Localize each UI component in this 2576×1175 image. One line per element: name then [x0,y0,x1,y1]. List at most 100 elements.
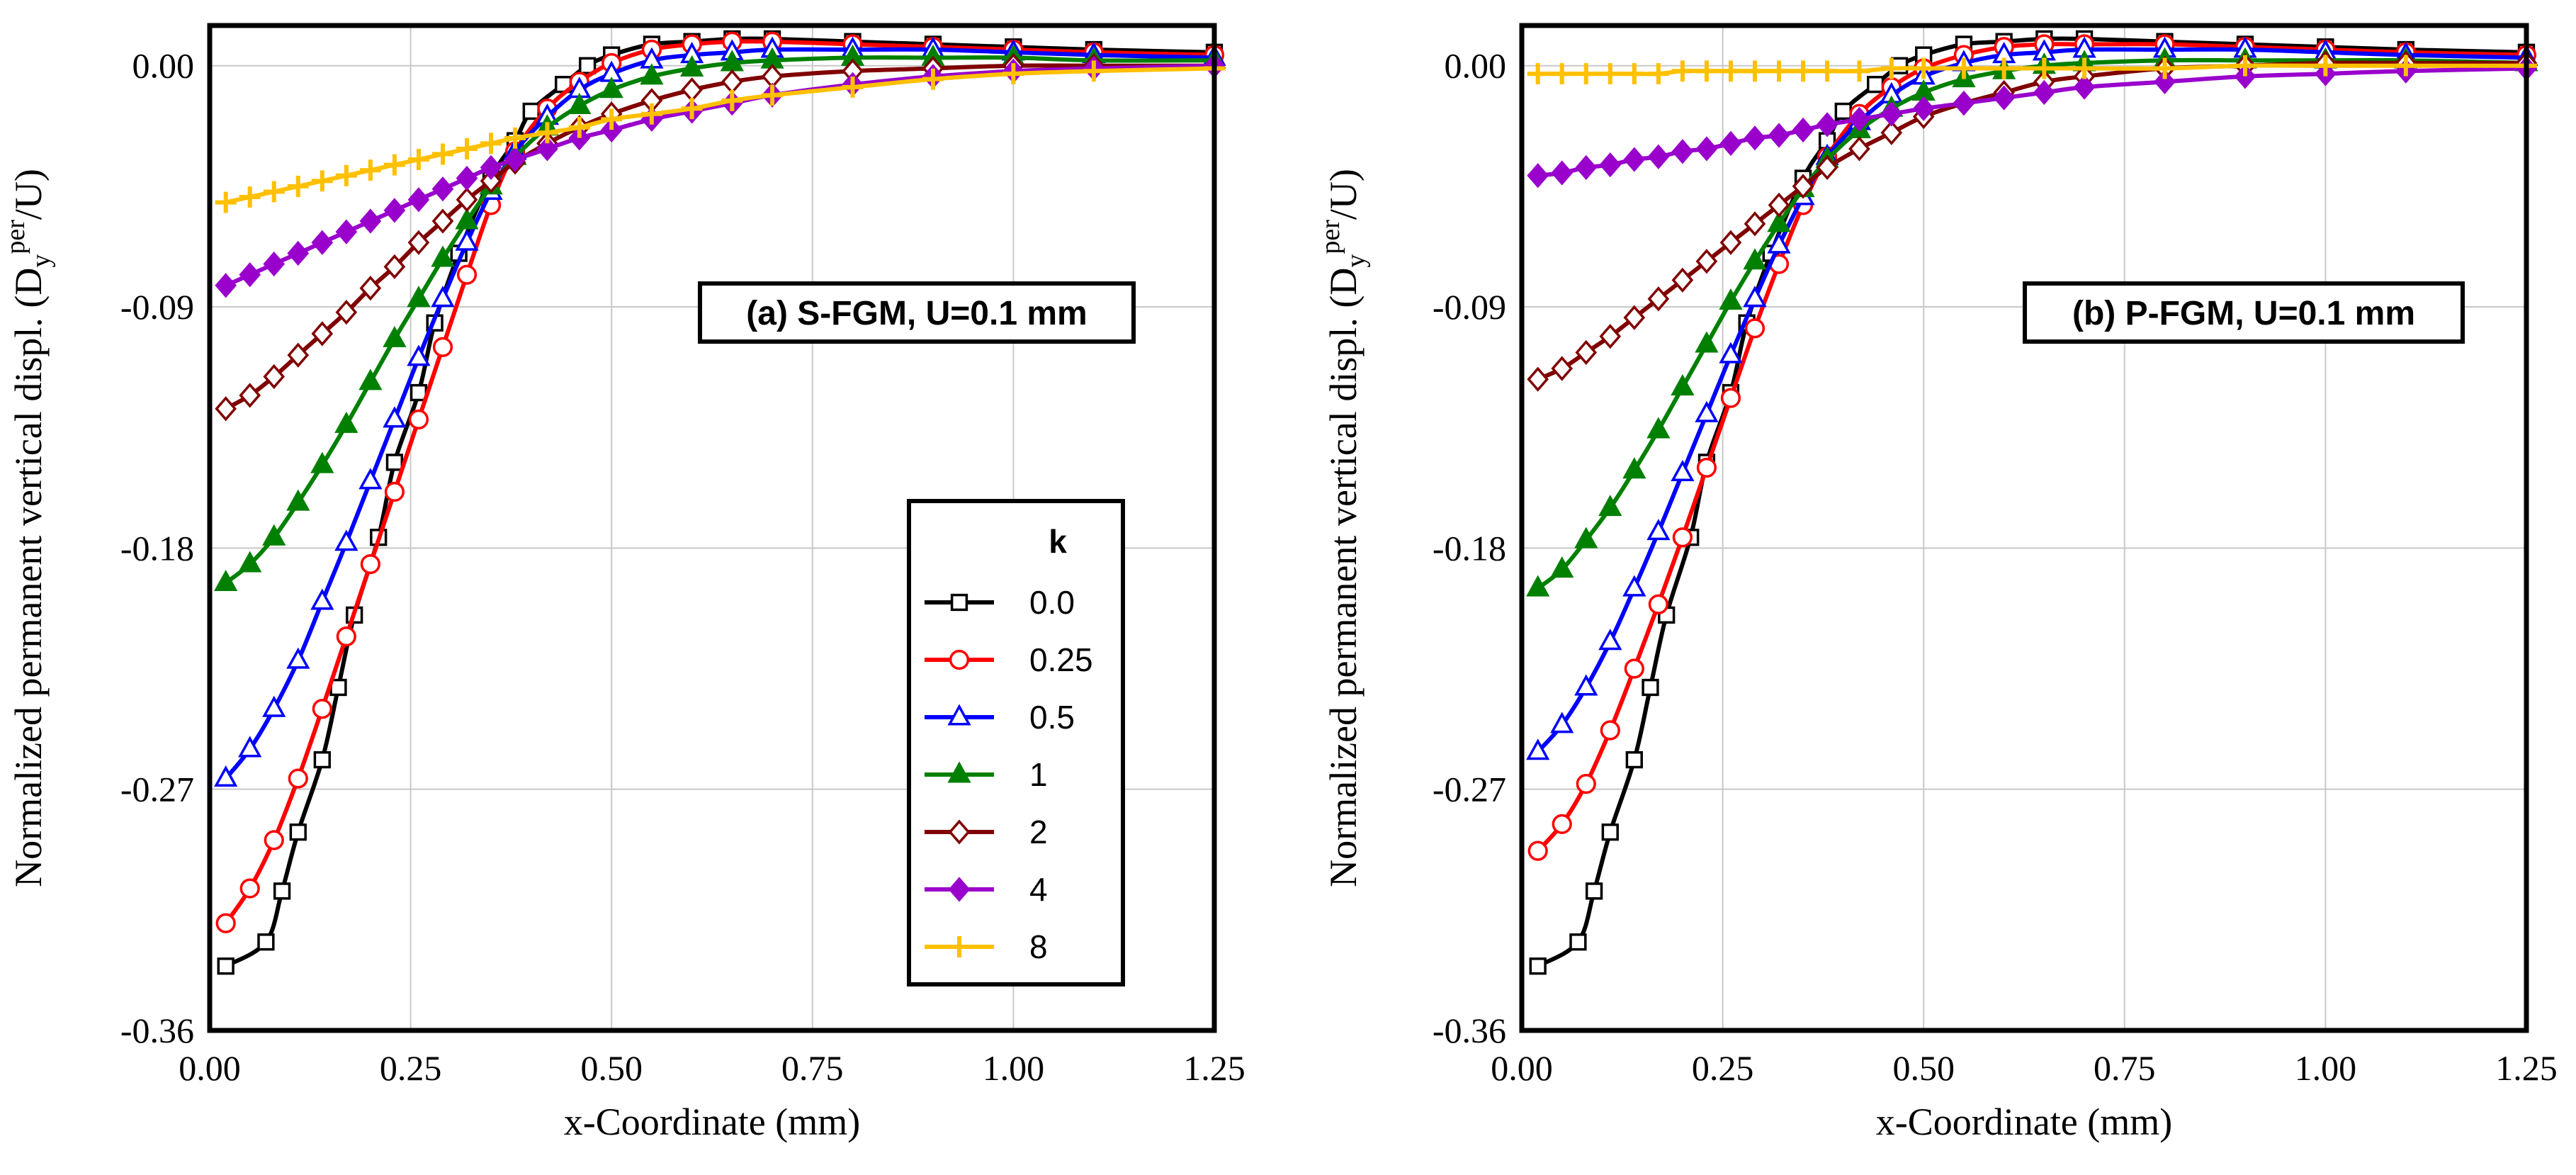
data-point-k-4 [480,154,502,181]
data-point-k-0.0 [1585,882,1603,900]
data-point-k-4 [215,273,237,298]
data-point-k-1 [1671,373,1695,395]
data-point-k-4 [431,176,454,202]
data-point-k-0.5 [1695,400,1719,422]
y-tick-label: -0.27 [120,770,194,809]
data-point-k-4 [383,198,406,223]
data-point-k-2 [1768,192,1790,218]
data-point-k-2 [1647,286,1670,312]
data-point-k-0.0 [522,102,540,120]
data-point-k-2 [1575,339,1598,365]
data-point-k-8 [1083,60,1105,82]
data-point-k-8 [335,164,357,186]
data-point-k-4 [2073,74,2096,100]
legend: k 0.0 0.25 0.5 1 2 4 8 [907,499,1125,986]
panel-b: 0.00 0.25 0.50 0.75 1.00 1.25 0.00 -0.09 -0.18 -0… [1316,23,2558,1143]
data-point-k-4 [2033,79,2055,106]
data-point-k-4 [1527,163,1549,189]
data-point-k-2 [239,383,261,408]
data-point-k-4 [1744,125,1766,151]
data-point-k-0.0 [1891,57,1909,74]
data-point-k-0.25 [215,913,236,933]
data-point-k-2 [263,364,286,389]
legend-title: k [1049,523,1067,560]
data-point-k-8 [2395,55,2417,77]
data-point-k-1 [1719,288,1743,310]
x-tick-label: 1.25 [2495,1048,2558,1088]
data-point-k-0.5 [1767,232,1791,254]
data-point-k-1 [310,451,334,473]
data-point-k-0.0 [1866,76,1885,94]
data-point-k-1 [1695,331,1719,353]
data-point-k-0.25 [239,878,260,899]
data-point-k-0.0 [273,882,291,900]
data-point-k-1 [407,286,431,308]
data-point-k-0.25 [360,553,380,575]
data-point-k-8 [383,154,405,176]
data-point-k-0.5 [238,736,262,758]
data-point-k-0.25 [408,409,429,429]
data-point-k-8 [504,127,526,149]
data-point-k-0.5 [286,647,310,669]
data-point-k-0.5 [1598,629,1622,651]
y-axis-label: Normalized permanent vertical displ. (Dy… [1,169,56,887]
data-point-k-2 [431,208,454,234]
panel-title: (a) S-FGM, U=0.1 mm [746,295,1087,332]
data-point-k-8 [2235,55,2256,77]
data-point-k-4 [1953,91,1975,116]
data-point-k-0.25 [1624,658,1644,679]
data-point-k-2 [1848,136,1870,162]
data-point-k-8 [1993,57,2015,79]
data-point-k-0.5 [310,588,334,610]
data-point-k-0.5 [1646,519,1671,541]
x-axis-label: x-Coordinate (mm) [1876,1101,2172,1143]
data-point-k-8 [456,137,478,159]
data-point-k-8 [1695,60,1717,82]
legend-entry-k-0.25: 0.25 [925,641,1093,678]
data-point-k-0.0 [579,57,597,74]
data-point-k-8 [922,68,944,90]
data-point-k-8 [1848,60,1870,82]
data-point-k-2 [1792,174,1814,199]
data-point-k-8 [1647,63,1669,85]
x-tick-label: 0.00 [179,1048,241,1088]
data-point-k-8 [1719,60,1741,82]
data-point-k-4 [1647,144,1670,169]
x-tick-label: 0.75 [2094,1048,2156,1088]
data-point-k-0.25 [1744,318,1766,339]
data-point-k-0.0 [289,823,307,841]
data-point-k-0.5 [1743,286,1767,308]
data-point-k-4 [1768,123,1790,148]
data-point-k-8 [1527,63,1549,85]
data-point-k-1 [640,63,664,85]
data-point-k-8 [1768,60,1790,82]
data-point-k-0.5 [262,695,286,717]
data-point-k-4 [504,147,526,172]
data-point-k-8 [721,89,743,111]
data-point-k-8 [1792,60,1814,82]
x-tick-label: 0.75 [781,1048,844,1088]
legend-entry-k-8: 8 [925,928,1048,965]
data-point-k-4 [311,230,334,255]
data-point-k-0.25 [264,830,284,850]
data-point-k-0.0 [257,933,275,951]
data-point-k-8 [842,77,864,98]
data-point-k-4 [335,219,358,244]
data-point-k-8 [432,143,453,165]
data-point-k-0.0 [1625,750,1643,769]
data-point-k-0.5 [407,344,431,366]
data-point-k-1 [286,489,310,511]
data-point-k-4 [1816,112,1838,137]
data-point-k-8 [762,84,784,106]
series-k-8 [215,57,1225,213]
data-point-k-4 [1599,152,1622,178]
legend-label: 0.0 [1029,584,1075,621]
y-tick-label: -0.09 [1433,287,1506,327]
data-point-k-1 [214,569,238,592]
data-point-k-2 [1816,154,1838,181]
legend-label: 0.25 [1029,641,1093,678]
data-point-k-1 [455,208,479,230]
legend-entry-k-0.5: 0.5 [925,699,1075,736]
data-point-k-8 [480,133,502,154]
